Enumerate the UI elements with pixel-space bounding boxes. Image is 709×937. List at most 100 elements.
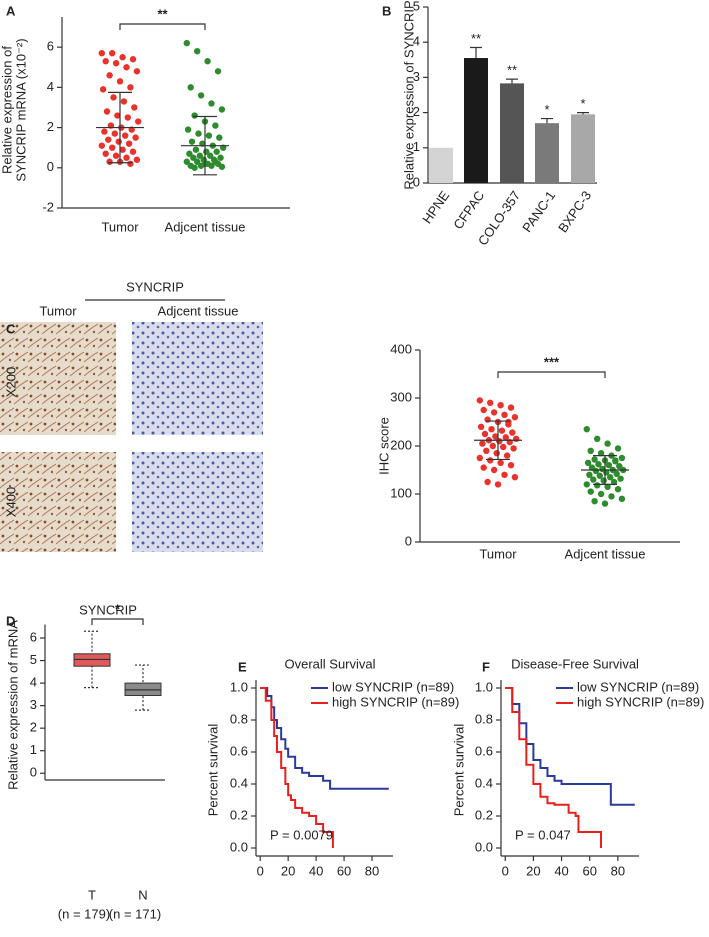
data-point: [607, 474, 614, 481]
data-point: [205, 132, 213, 139]
data-point: [586, 471, 593, 478]
value-label: **: [507, 63, 517, 78]
micrograph: [132, 452, 263, 552]
panel-label: C: [6, 321, 16, 336]
x-tick-label: Adjcent tissue: [565, 546, 646, 561]
survival-curve: [260, 687, 334, 848]
image-row: X200: [3, 367, 18, 397]
data-point: [109, 49, 116, 57]
y-tick-label: 0.8: [475, 711, 493, 726]
data-point: [503, 452, 511, 459]
data-point: [595, 461, 602, 468]
data-point: [191, 164, 198, 171]
data-point: [492, 433, 499, 440]
significance-label: ***: [544, 354, 560, 369]
legend-entry: low SYNCRIP (n=89): [332, 679, 454, 694]
x-tick-label: 40: [309, 863, 323, 878]
data-point: [594, 482, 601, 489]
y-axis-label: SYNCRIP mRNA (x10⁻²): [13, 38, 28, 181]
survival-curve: [505, 687, 602, 848]
data-point: [114, 112, 121, 119]
data-point: [208, 162, 215, 169]
x-tick-label: 40: [554, 863, 568, 878]
data-point: [124, 114, 131, 121]
data-point: [110, 94, 117, 101]
data-point: [496, 438, 503, 445]
y-tick-label: 6: [47, 39, 54, 54]
y-tick-label: 0.4: [475, 775, 493, 790]
data-point: [129, 56, 137, 63]
data-point: [476, 454, 483, 462]
data-point: [186, 150, 193, 157]
legend-entry: high SYNCRIP (n=89): [577, 694, 704, 709]
data-point: [497, 459, 504, 466]
data-point: [120, 98, 128, 105]
image-row: X400: [3, 487, 18, 517]
y-tick-label: -2: [42, 199, 54, 214]
data-point: [212, 158, 219, 165]
data-point: [191, 112, 198, 119]
data-point: [488, 426, 495, 433]
data-point: [131, 104, 138, 111]
data-point: [197, 92, 205, 99]
data-point: [498, 427, 506, 434]
data-point: [617, 475, 624, 482]
y-tick-label: 2: [413, 104, 420, 119]
data-point: [481, 430, 489, 438]
ihc-images: SYNCRIP Tumor Adjcent tissue X200 X400: [0, 279, 263, 552]
data-point: [614, 486, 622, 493]
data-point: [194, 158, 201, 165]
y-tick-label: 3: [413, 69, 420, 84]
x-tick-label: Tumor: [101, 219, 139, 234]
data-point: [109, 144, 116, 151]
x-tick-label: 20: [526, 863, 540, 878]
data-point: [501, 471, 508, 478]
data-point: [99, 86, 107, 93]
data-point: [487, 399, 494, 406]
y-axis-label: Percent survival: [451, 724, 466, 817]
data-point: [507, 462, 515, 469]
data-point: [127, 84, 134, 91]
data-point: [483, 447, 490, 454]
sd-bar: [108, 91, 132, 164]
bar: [429, 147, 453, 183]
data-point: [513, 435, 520, 442]
data-point: [102, 150, 109, 157]
panel-label: E: [238, 659, 247, 674]
data-point: [612, 457, 619, 464]
y-axis-label: Percent survival: [205, 724, 220, 817]
x-tick-label: 20: [281, 863, 295, 878]
data-point: [127, 160, 134, 167]
data-point: [587, 488, 594, 495]
y-axis-label: Relative expression of SYNCRIP: [401, 0, 416, 189]
bar: [464, 58, 488, 183]
data-point: [480, 464, 487, 471]
data-point: [112, 152, 120, 159]
data-point: [132, 134, 139, 141]
data-point: [212, 122, 219, 129]
significance-bracket: [119, 23, 206, 30]
y-tick-label: 1.0: [475, 679, 493, 694]
data-point: [105, 136, 112, 143]
y-tick-label: 0.2: [475, 807, 493, 822]
data-point: [591, 498, 598, 505]
image-column: Tumor: [39, 303, 77, 318]
chart-title: Overall Survival: [284, 656, 375, 671]
y-tick-label: 0.2: [230, 807, 248, 822]
data-point: [596, 472, 603, 479]
legend-entry: high SYNCRIP (n=89): [332, 694, 459, 709]
data-point: [213, 148, 220, 155]
data-point: [123, 64, 130, 71]
data-point: [479, 440, 486, 447]
data-point: [511, 414, 519, 421]
data-point: [507, 404, 515, 411]
data-point: [103, 108, 111, 115]
data-point: [511, 474, 519, 481]
data-point: [217, 154, 224, 161]
data-point: [106, 72, 113, 79]
data-point: [608, 493, 615, 500]
data-point: [122, 132, 129, 139]
data-point: [489, 442, 496, 450]
x-tick-label: Tumor: [479, 546, 517, 561]
